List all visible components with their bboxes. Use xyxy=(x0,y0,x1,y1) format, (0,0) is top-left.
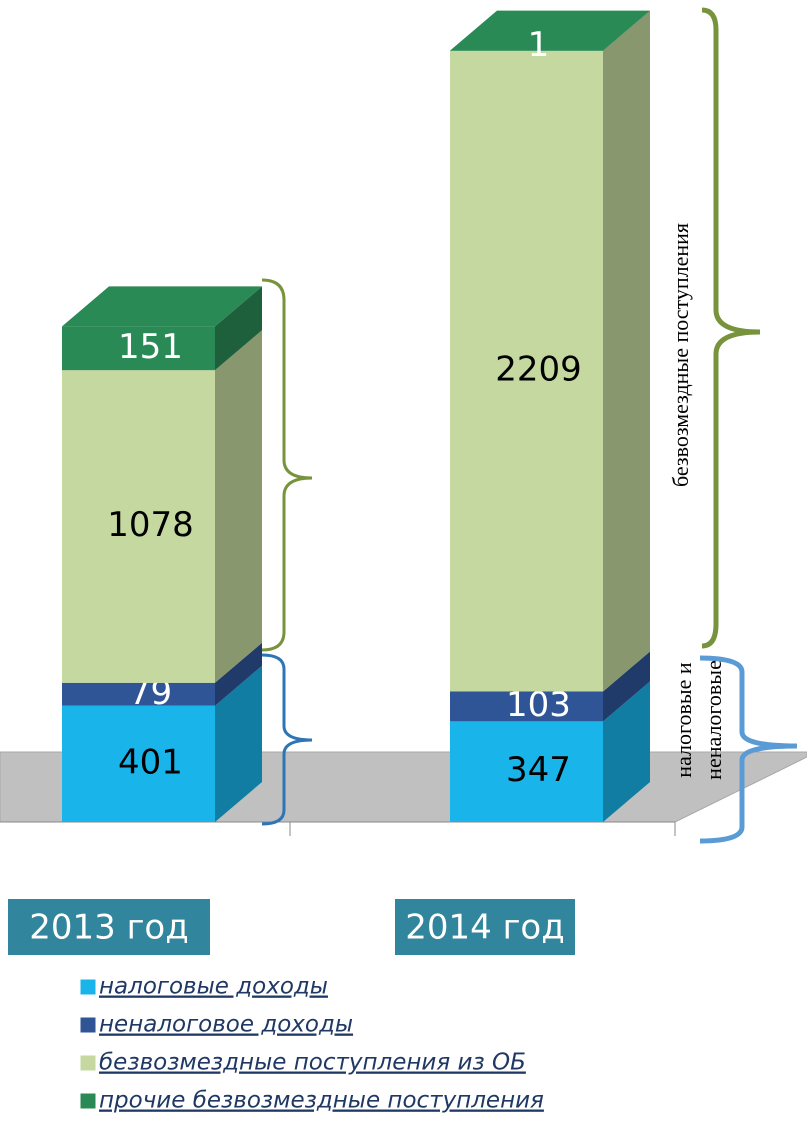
brace xyxy=(261,653,313,826)
legend-label: налоговые доходы xyxy=(99,974,328,1000)
bar-segment xyxy=(450,691,603,722)
value-label: 1078 xyxy=(107,505,194,545)
brace xyxy=(261,278,313,652)
bar-segment xyxy=(450,50,603,692)
legend-swatch xyxy=(79,978,97,996)
legend-swatch xyxy=(79,1092,97,1110)
side-shade xyxy=(215,286,262,371)
bar-side xyxy=(603,10,650,692)
brace xyxy=(699,655,798,844)
legend-label: неналоговое доходы xyxy=(99,1012,353,1038)
value-label: 1 xyxy=(528,25,550,65)
bar-top xyxy=(62,286,262,327)
side-shade xyxy=(215,330,262,683)
side-shade xyxy=(603,10,650,51)
side-shade xyxy=(603,651,650,722)
bar-segment xyxy=(62,370,215,683)
side-shade xyxy=(215,665,262,822)
annotation: налоговые и xyxy=(671,662,696,778)
annotation: безвозмездные поступления xyxy=(668,223,693,487)
bar-segment xyxy=(62,682,215,706)
bar-side xyxy=(603,651,650,722)
annotation: неналоговые xyxy=(701,660,726,780)
bar-side xyxy=(215,330,262,683)
value-label: 401 xyxy=(118,742,183,782)
bar-side xyxy=(603,10,650,51)
category-box xyxy=(8,899,210,955)
legend-swatch xyxy=(79,1016,97,1034)
category-box xyxy=(395,899,575,955)
x-tick-label: 2014 год xyxy=(405,908,565,948)
value-label: 2209 xyxy=(495,350,582,390)
side-shade xyxy=(603,10,650,692)
legend-swatch xyxy=(79,1054,97,1072)
value-label: 151 xyxy=(118,327,183,367)
bar-side xyxy=(215,665,262,822)
value-label: 103 xyxy=(506,685,571,725)
bar-top xyxy=(450,10,650,51)
bar-side xyxy=(215,286,262,371)
bar-side xyxy=(215,642,262,706)
x-tick-label: 2013 год xyxy=(29,908,189,948)
bar-segment xyxy=(450,721,603,822)
legend-label: прочие безвозмездные поступления xyxy=(99,1088,544,1114)
bar-segment xyxy=(62,326,215,371)
value-label: 347 xyxy=(506,750,571,790)
legend-label: безвозмездные поступления из ОБ xyxy=(99,1050,526,1076)
bar-side xyxy=(603,681,650,822)
bar-segment xyxy=(62,705,215,822)
side-shade xyxy=(215,642,262,706)
brace xyxy=(701,7,761,649)
side-shade xyxy=(603,681,650,822)
